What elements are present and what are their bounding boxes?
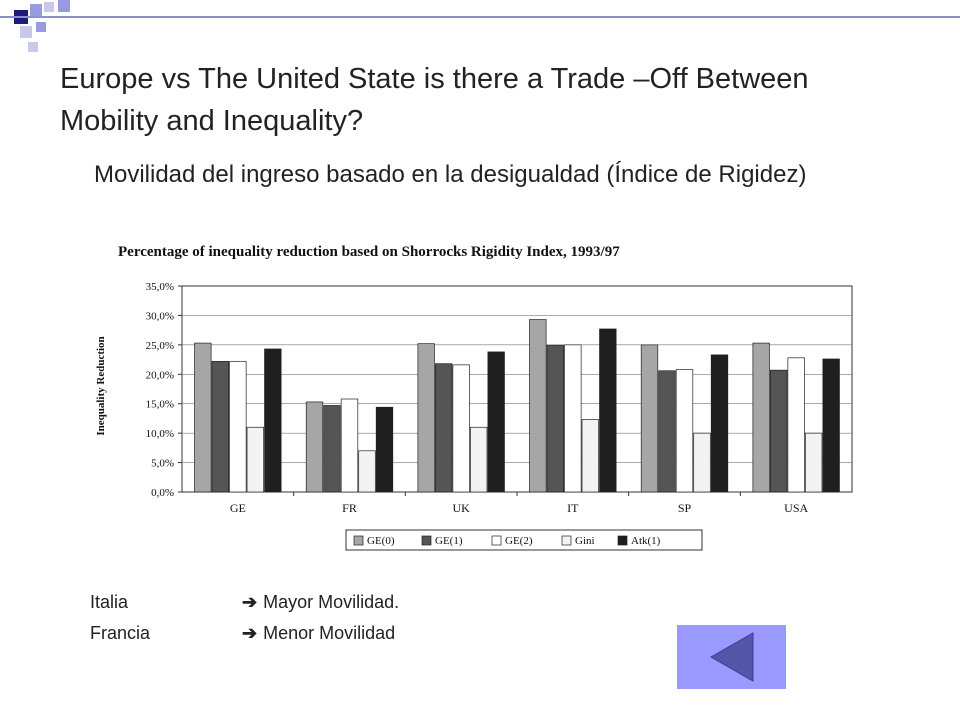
- x-tick-label: USA: [784, 501, 808, 515]
- legend-swatch: [353, 535, 364, 546]
- back-button[interactable]: [677, 625, 786, 689]
- x-tick-label: GE: [230, 501, 246, 515]
- bar-atk1-fr: [375, 406, 394, 493]
- y-tick-label: 5,0%: [151, 458, 174, 470]
- bar-ge1-uk: [435, 363, 453, 493]
- y-tick-label: 10,0%: [146, 428, 174, 440]
- bar-ge1-fr: [323, 405, 341, 493]
- x-tick-label: IT: [567, 501, 579, 515]
- bar-ge0-fr: [305, 401, 324, 493]
- bar-ge2-usa: [787, 357, 805, 493]
- bar-gini-ge: [246, 426, 264, 493]
- corner-square-light-2: [20, 26, 32, 38]
- note-country: Italia: [90, 592, 129, 612]
- bar-ge2-it: [564, 344, 582, 493]
- legend-label: GE(0): [367, 535, 395, 547]
- bar-atk1-it: [599, 328, 617, 493]
- legend-label: GE(2): [505, 535, 533, 547]
- bar-gini-uk: [470, 426, 488, 493]
- bar-ge0-uk: [417, 343, 435, 493]
- y-tick-label: 25,0%: [146, 340, 174, 352]
- note-row-francia: Francia ➔ Menor Movilidad: [90, 618, 399, 649]
- legend-swatch: [617, 535, 628, 546]
- x-tick-label: SP: [678, 501, 692, 515]
- right-arrow-icon: ➔: [242, 623, 258, 643]
- legend-box: [345, 529, 703, 551]
- bar-gini-fr: [358, 450, 376, 493]
- bar-ge0-it: [529, 319, 547, 493]
- grid-layer: [181, 285, 853, 493]
- corner-square-light-3: [28, 42, 38, 52]
- bar-ge1-usa: [770, 369, 788, 493]
- y-tick-label: 15,0%: [146, 399, 174, 411]
- note-row-italia: Italia ➔ Mayor Movilidad.: [90, 587, 399, 618]
- legend-swatch: [421, 535, 432, 546]
- x-tick-label: UK: [452, 501, 470, 515]
- chart-ylabel: Inequality Reduction: [95, 336, 107, 435]
- corner-square-mid-2: [58, 0, 70, 12]
- right-arrow-icon: ➔: [242, 592, 258, 612]
- bar-ge1-it: [546, 345, 564, 493]
- bar-gini-usa: [805, 432, 823, 493]
- notes-block: Italia ➔ Mayor Movilidad. Francia ➔ Meno…: [90, 587, 399, 649]
- bar-gini-sp: [693, 432, 711, 493]
- header-line: [0, 16, 960, 18]
- bar-ge2-ge: [229, 360, 247, 493]
- corner-square-light: [44, 2, 54, 12]
- legend-swatch: [561, 535, 572, 546]
- bar-layer: [194, 319, 840, 493]
- y-tick-label: 20,0%: [146, 369, 174, 381]
- y-tick-label: 35,0%: [146, 281, 174, 293]
- chart-legend: GE(0) GE(1) GE(2) Gini Atk(1): [345, 529, 703, 551]
- legend-label: Atk(1): [631, 535, 661, 547]
- bar-atk1-sp: [710, 354, 729, 493]
- note-text: Menor Movilidad: [263, 623, 396, 643]
- bar-ge1-sp: [658, 370, 676, 493]
- bar-ge0-usa: [752, 342, 770, 493]
- corner-square-mid-3: [36, 22, 46, 32]
- bar-ge1-ge: [211, 360, 229, 493]
- bar-ge2-fr: [340, 398, 359, 493]
- slide-title: Europe vs The United State is there a Tr…: [60, 63, 809, 137]
- bar-atk1-ge: [264, 348, 282, 493]
- bar-atk1-usa: [822, 358, 840, 493]
- bar-gini-it: [581, 419, 599, 493]
- back-triangle-icon: [709, 632, 754, 682]
- y-tick-label: 30,0%: [146, 310, 174, 322]
- slide-subtitle: Movilidad del ingreso basado en la desig…: [94, 161, 807, 188]
- chart-title: Percentage of inequality reduction based…: [118, 244, 620, 260]
- bar-ge2-sp: [675, 369, 694, 493]
- note-country: Francia: [90, 623, 151, 643]
- note-text: Mayor Movilidad.: [263, 592, 400, 612]
- legend-label: Gini: [575, 535, 595, 547]
- corner-square-mid: [30, 4, 42, 16]
- y-tick-label: 0,0%: [151, 487, 174, 499]
- x-tick-label: FR: [342, 501, 357, 515]
- plot-frame: [181, 285, 853, 493]
- bar-ge0-ge: [194, 342, 212, 493]
- legend-swatch: [491, 535, 502, 546]
- legend-label: GE(1): [435, 535, 463, 547]
- bar-chart: Percentage of inequality reduction based…: [88, 236, 888, 561]
- bar-atk1-uk: [487, 351, 505, 493]
- chart-svg: Percentage of inequality reduction based…: [95, 244, 853, 551]
- axis-layer: 0,0% 5,0% 10,0% 15,0% 20,0% 25,0% 30,0% 35,0% GE…: [146, 281, 809, 515]
- bar-ge0-sp: [640, 344, 659, 493]
- bar-ge2-uk: [452, 364, 470, 493]
